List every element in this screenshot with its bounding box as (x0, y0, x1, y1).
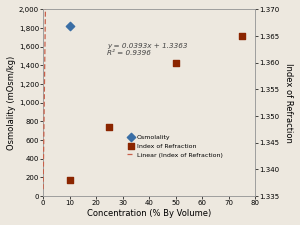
Linear (Index of Refraction) (41, 188, 45, 191)
Linear (Index of Refraction) (42, 132, 46, 135)
Line: Linear (Index of Refraction): Linear (Index of Refraction) (43, 0, 256, 189)
X-axis label: Concentration (% By Volume): Concentration (% By Volume) (87, 209, 212, 218)
Y-axis label: Osmolality (mOsm/kg): Osmolality (mOsm/kg) (7, 56, 16, 150)
Text: y = 0.0393x + 1.3363
R² = 0.9396: y = 0.0393x + 1.3363 R² = 0.9396 (107, 43, 187, 56)
Osmolality (67, 25, 72, 28)
Index of Refraction (240, 34, 244, 38)
Index of Refraction (107, 125, 112, 128)
Index of Refraction (173, 61, 178, 65)
Y-axis label: Index of Refraction: Index of Refraction (284, 63, 293, 143)
Legend: Osmolality, Index of Refraction, Linear (Index of Refraction): Osmolality, Index of Refraction, Linear … (125, 133, 225, 159)
Index of Refraction (67, 178, 72, 182)
